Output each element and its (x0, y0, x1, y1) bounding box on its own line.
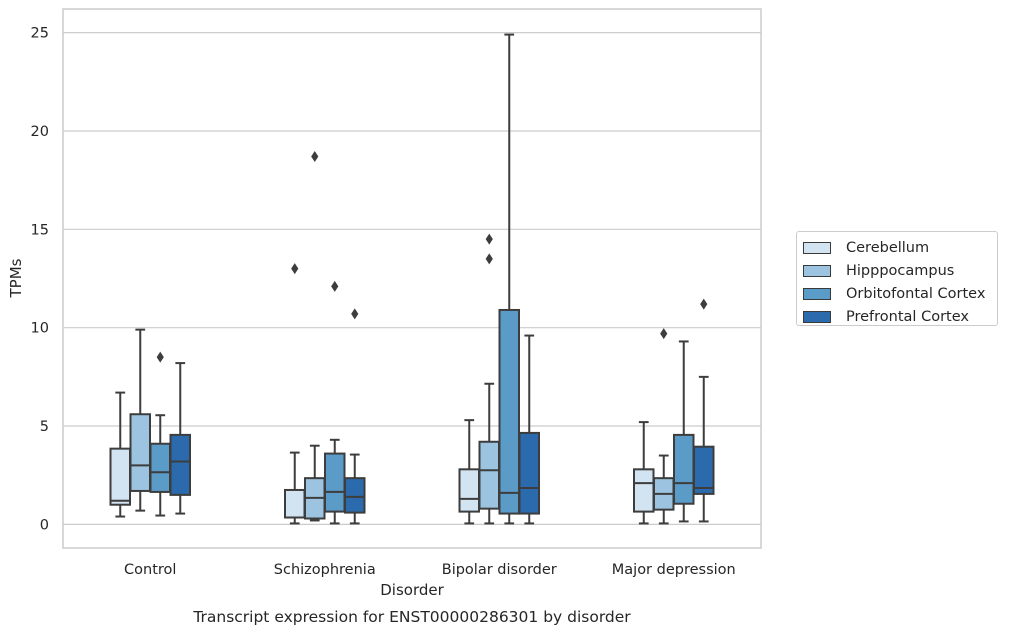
box-prefrontal-cortex-schizophrenia (344, 308, 366, 525)
box-prefrontal-cortex-major-depression-iqr (693, 445, 715, 495)
box-hipppocampus-bipolar-disorder-outlier-1 (485, 233, 493, 245)
x-tick-label-major-depression: Major depression (612, 562, 736, 578)
box-orbitofontal-cortex-bipolar-disorder (498, 33, 520, 525)
box-cerebellum-control (109, 391, 131, 518)
chart-caption: Transcript expression for ENST0000028630… (192, 608, 631, 626)
y-tick-label-20: 20 (31, 124, 49, 140)
box-hipppocampus-bipolar-disorder-iqr (478, 440, 500, 510)
x-tick-label-schizophrenia: Schizophrenia (274, 562, 376, 578)
box-orbitofontal-cortex-bipolar-disorder-iqr (498, 308, 520, 515)
box-hipppocampus-major-depression-outlier-0 (660, 328, 668, 340)
y-tick-label-25: 25 (31, 26, 49, 42)
x-tick-label-bipolar-disorder: Bipolar disorder (442, 562, 557, 578)
legend-item-prefrontal: Prefrontal Cortex (803, 305, 997, 328)
box-cerebellum-bipolar-disorder-iqr (458, 468, 480, 513)
box-orbitofontal-cortex-major-depression-iqr (673, 433, 695, 505)
legend-item-cerebellum: Cerebellum (803, 236, 997, 259)
y-tick-label-10: 10 (31, 321, 49, 337)
box-cerebellum-schizophrenia-outlier-0 (291, 263, 299, 275)
legend-label-hippocampus: Hipppocampus (846, 262, 955, 279)
x-tick-labels: Control Schizophrenia Bipolar disorder Majo… (124, 562, 736, 578)
box-prefrontal-cortex-bipolar-disorder (518, 334, 540, 525)
box-hipppocampus-control-iqr (129, 413, 151, 492)
box-cerebellum-major-depression (633, 421, 655, 525)
box-orbitofontal-cortex-control-iqr (149, 442, 171, 493)
box-orbitofontal-cortex-schizophrenia-outlier-0 (331, 280, 339, 292)
box-hipppocampus-schizophrenia-outlier-0 (311, 151, 319, 163)
box-orbitofontal-cortex-control-outlier-0 (156, 351, 164, 363)
box-hipppocampus-bipolar-disorder (478, 233, 500, 525)
box-prefrontal-cortex-bipolar-disorder-iqr (518, 431, 540, 515)
plot-frame (62, 8, 762, 549)
box-orbitofontal-cortex-control (149, 351, 171, 517)
x-axis-label: Disorder (380, 581, 444, 599)
box-hipppocampus-schizophrenia (304, 151, 326, 522)
box-cerebellum-control-iqr (109, 447, 131, 506)
legend-item-orbitofrontal: Orbitofontal Cortex (803, 282, 997, 305)
box-hipppocampus-bipolar-disorder-outlier-0 (485, 253, 493, 265)
box-prefrontal-cortex-schizophrenia-iqr (344, 477, 366, 514)
x-tick-label-control: Control (124, 562, 176, 578)
legend-swatch-prefrontal (803, 310, 831, 323)
legend-swatch-orbitofrontal (803, 287, 831, 300)
y-tick-label-0: 0 (40, 517, 49, 533)
y-tick-label-5: 5 (40, 419, 49, 435)
box-orbitofontal-cortex-major-depression (673, 340, 695, 523)
box-hipppocampus-major-depression (653, 328, 675, 525)
legend-label-orbitofrontal: Orbitofontal Cortex (846, 285, 986, 302)
legend: Cerebellum Hipppocampus Orbitofontal Cor… (796, 231, 998, 326)
box-hipppocampus-control (129, 328, 151, 512)
box-orbitofontal-cortex-schizophrenia-iqr (324, 452, 346, 513)
y-tick-label-15: 15 (31, 222, 49, 238)
box-cerebellum-schizophrenia-iqr (284, 488, 306, 519)
box-orbitofontal-cortex-schizophrenia (324, 280, 346, 525)
box-cerebellum-major-depression-iqr (633, 468, 655, 513)
box-prefrontal-cortex-schizophrenia-outlier-0 (351, 308, 359, 320)
box-prefrontal-cortex-control (169, 362, 191, 515)
legend-label-cerebellum: Cerebellum (846, 239, 930, 256)
box-series (109, 33, 715, 525)
box-prefrontal-cortex-control-iqr (169, 433, 191, 496)
box-cerebellum-schizophrenia (284, 263, 306, 525)
legend-swatch-cerebellum (803, 241, 831, 254)
box-prefrontal-cortex-major-depression-outlier-0 (700, 298, 708, 310)
y-axis-label: TPMs (7, 258, 25, 298)
box-cerebellum-bipolar-disorder (458, 419, 480, 525)
legend-swatch-hippocampus (803, 264, 831, 277)
legend-item-hippocampus: Hipppocampus (803, 259, 997, 282)
legend-label-prefrontal: Prefrontal Cortex (846, 308, 969, 325)
y-tick-labels: 0 5 10 15 20 25 (31, 26, 49, 534)
box-prefrontal-cortex-major-depression (693, 298, 715, 523)
